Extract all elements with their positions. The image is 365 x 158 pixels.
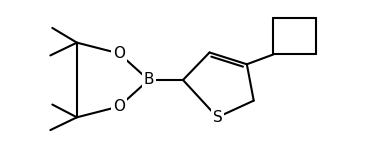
Text: S: S [212,110,222,125]
Text: O: O [113,46,125,61]
Text: O: O [113,99,125,114]
Text: B: B [143,73,154,88]
